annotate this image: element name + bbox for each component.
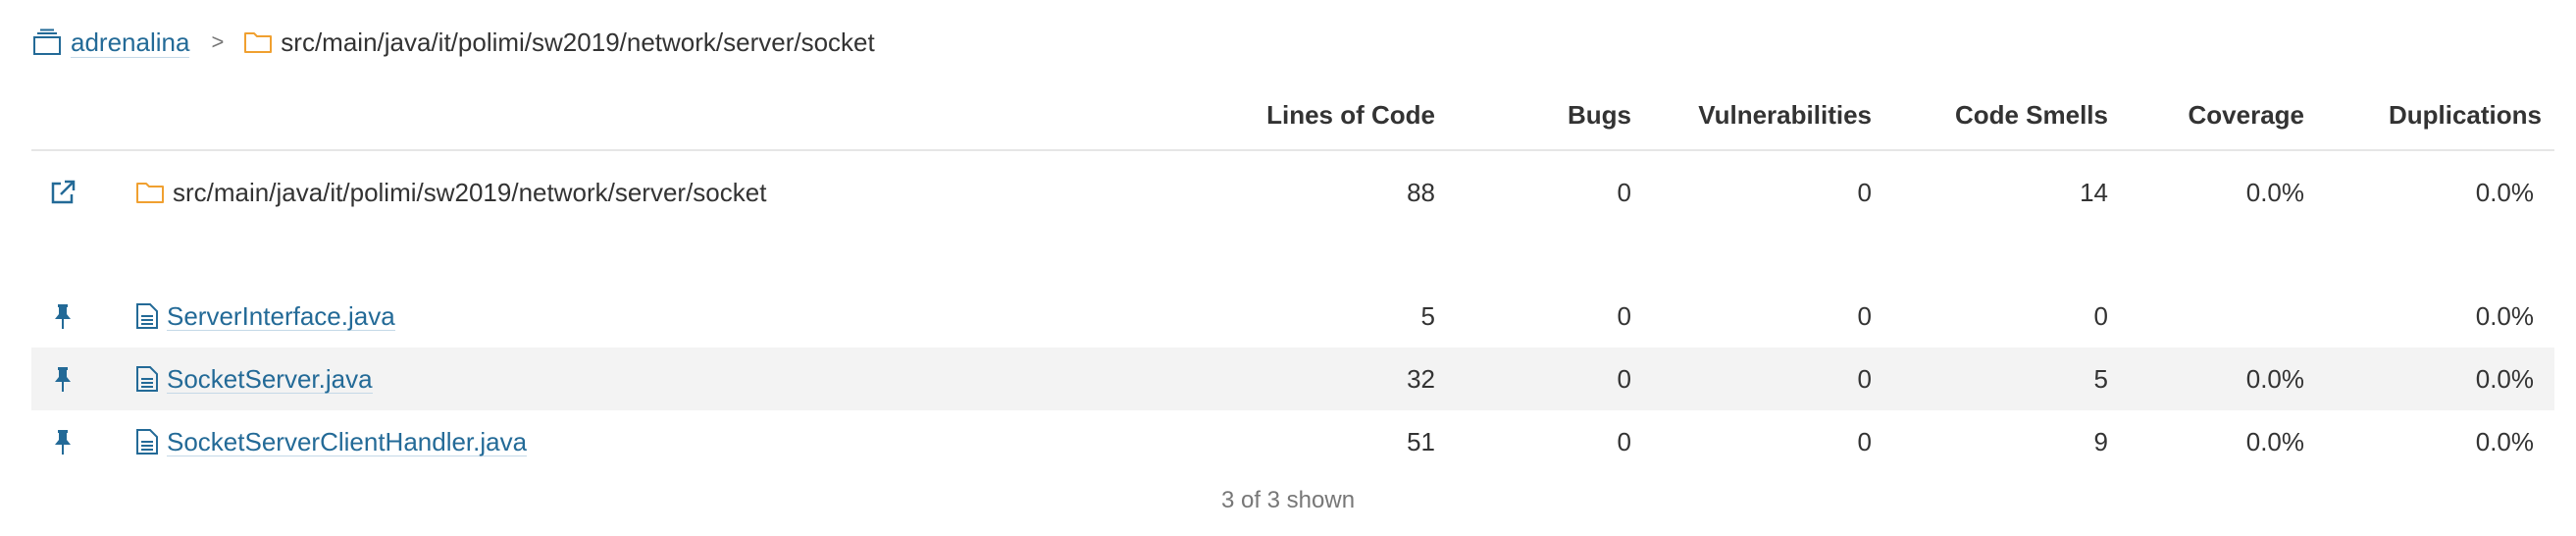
file-name: SocketServer.java [135, 348, 373, 410]
open-external-icon[interactable] [49, 179, 77, 206]
cell-coverage[interactable]: 0.0% [2245, 427, 2304, 456]
file-icon [135, 302, 159, 330]
pin-icon[interactable] [49, 428, 77, 456]
cell-duplications[interactable]: 0.0% [2475, 301, 2534, 331]
breadcrumb: adrenalina > src/main/java/it/polimi/sw2… [31, 22, 875, 63]
cell-vulnerabilities[interactable]: 0 [1857, 427, 1872, 456]
file-name: SocketServerClientHandler.java [135, 410, 528, 473]
cell-bugs[interactable]: 0 [1617, 178, 1631, 207]
cell-lines-of-code[interactable]: 32 [1407, 364, 1435, 394]
cell-coverage[interactable]: 0.0% [2245, 364, 2304, 394]
cell-duplications[interactable]: 0.0% [2475, 178, 2534, 207]
cell-vulnerabilities[interactable]: 0 [1857, 178, 1872, 207]
list-footer: 3 of 3 shown [0, 487, 2576, 514]
cell-bugs[interactable]: 0 [1617, 427, 1631, 456]
cell-lines-of-code[interactable]: 5 [1420, 301, 1435, 331]
shown-count: 3 of 3 shown [1220, 487, 1356, 513]
breadcrumb-separator: > [211, 29, 225, 54]
cell-vulnerabilities[interactable]: 0 [1857, 364, 1872, 394]
cell-coverage[interactable]: 0.0% [2245, 178, 2304, 207]
file-icon [135, 365, 159, 393]
table-row: SocketServer.java 32 0 0 5 0.0% 0.0% [31, 348, 2554, 410]
breadcrumb-project-link[interactable]: adrenalina [71, 27, 190, 58]
cell-code-smells[interactable]: 14 [2080, 178, 2108, 207]
cell-duplications[interactable]: 0.0% [2475, 427, 2534, 456]
breadcrumb-current-path: src/main/java/it/polimi/sw2019/network/s… [281, 27, 875, 57]
column-header-vulnerabilities[interactable]: Vulnerabilities [1698, 100, 1872, 130]
cell-code-smells[interactable]: 0 [2093, 301, 2108, 331]
file-link[interactable]: SocketServer.java [167, 363, 373, 394]
column-header-coverage[interactable]: Coverage [2188, 100, 2305, 130]
pin-icon[interactable] [49, 365, 77, 393]
directory-name: src/main/java/it/polimi/sw2019/network/s… [135, 161, 766, 224]
directory-path: src/main/java/it/polimi/sw2019/network/s… [173, 177, 767, 207]
folder-icon [243, 29, 273, 55]
column-header-code-smells[interactable]: Code Smells [1954, 100, 2108, 130]
cell-code-smells[interactable]: 9 [2093, 427, 2108, 456]
cell-bugs[interactable]: 0 [1617, 364, 1631, 394]
pin-icon[interactable] [49, 302, 77, 330]
file-link[interactable]: SocketServerClientHandler.java [167, 426, 528, 456]
cell-code-smells[interactable]: 5 [2093, 364, 2108, 394]
column-header-bugs[interactable]: Bugs [1568, 100, 1631, 130]
file-link[interactable]: ServerInterface.java [167, 300, 395, 331]
project-icon [31, 28, 63, 56]
folder-icon [135, 180, 165, 205]
directory-row: src/main/java/it/polimi/sw2019/network/s… [31, 161, 2554, 224]
table-header: Lines of Code Bugs Vulnerabilities Code … [31, 94, 2554, 151]
cell-vulnerabilities[interactable]: 0 [1857, 301, 1872, 331]
cell-bugs[interactable]: 0 [1617, 301, 1631, 331]
cell-lines-of-code[interactable]: 51 [1407, 427, 1435, 456]
file-name: ServerInterface.java [135, 285, 395, 348]
cell-lines-of-code[interactable]: 88 [1407, 178, 1435, 207]
column-header-lines-of-code[interactable]: Lines of Code [1266, 100, 1435, 130]
column-header-duplications[interactable]: Duplications [2388, 100, 2542, 130]
table-row: SocketServerClientHandler.java 51 0 0 9 … [31, 410, 2554, 473]
file-icon [135, 428, 159, 456]
table-row: ServerInterface.java 5 0 0 0 0.0% [31, 285, 2554, 348]
cell-duplications[interactable]: 0.0% [2475, 364, 2534, 394]
